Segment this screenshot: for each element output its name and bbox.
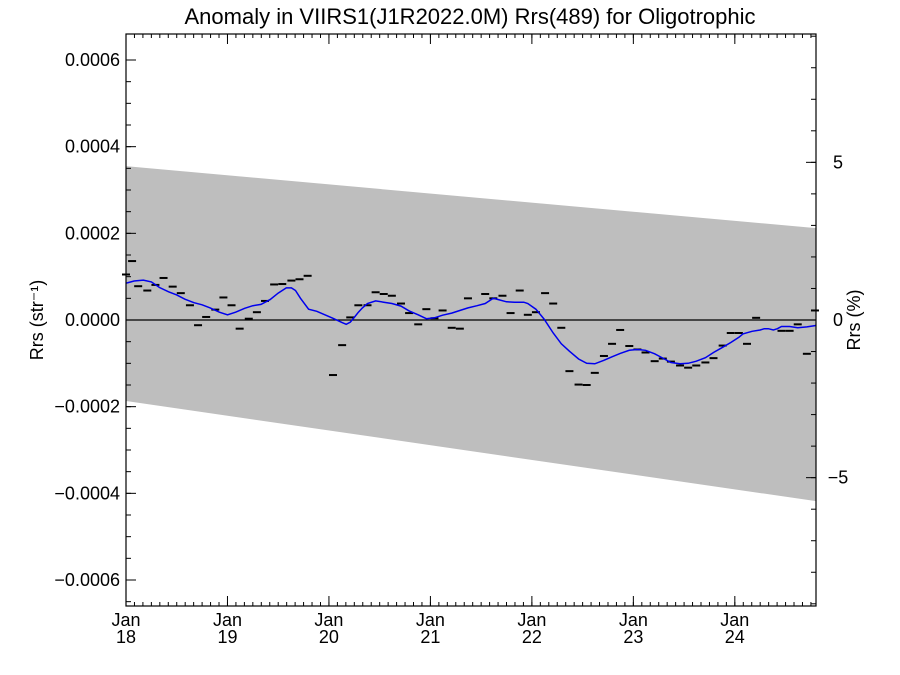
right-tick-label: 0: [833, 310, 843, 330]
y-axis-label-left: Rrs (str⁻¹): [27, 280, 47, 360]
x-tick-label-month: Jan: [720, 610, 749, 630]
x-tick-label-year: 23: [623, 627, 643, 647]
x-tick-label-year: 20: [319, 627, 339, 647]
x-tick-label-year: 21: [420, 627, 440, 647]
left-tick-label: −0.0004: [54, 483, 120, 503]
right-tick-label: −5: [828, 468, 849, 488]
x-tick-label-year: 22: [522, 627, 542, 647]
x-tick-label-year: 24: [725, 627, 745, 647]
plot-area: 0.0006 0.0004 0.0002 0.0000 −0.0002 −0.0004 −0…: [54, 33, 849, 647]
x-tick-label-month: Jan: [111, 610, 140, 630]
left-tick-label: −0.0006: [54, 570, 120, 590]
left-tick-label: 0.0006: [65, 50, 120, 70]
left-tick-label: 0.0004: [65, 137, 120, 157]
left-tick-label: −0.0002: [54, 397, 120, 417]
x-tick-label-month: Jan: [213, 610, 242, 630]
left-tick-label: 0.0002: [65, 223, 120, 243]
x-tick-label-month: Jan: [416, 610, 445, 630]
smoothed-line: [125, 279, 817, 365]
uncertainty-band: [126, 166, 816, 502]
chart-title: Anomaly in VIIRS1(J1R2022.0M) Rrs(489) f…: [184, 4, 755, 29]
x-tick-label-year: 19: [217, 627, 237, 647]
right-tick-label: 5: [833, 152, 843, 172]
y-axis-label-right: Rrs (%): [844, 290, 864, 351]
x-tick-label-year: 18: [116, 627, 136, 647]
x-tick-label-month: Jan: [314, 610, 343, 630]
left-tick-label: 0.0000: [65, 310, 120, 330]
x-tick-label-month: Jan: [517, 610, 546, 630]
x-tick-label-month: Jan: [619, 610, 648, 630]
